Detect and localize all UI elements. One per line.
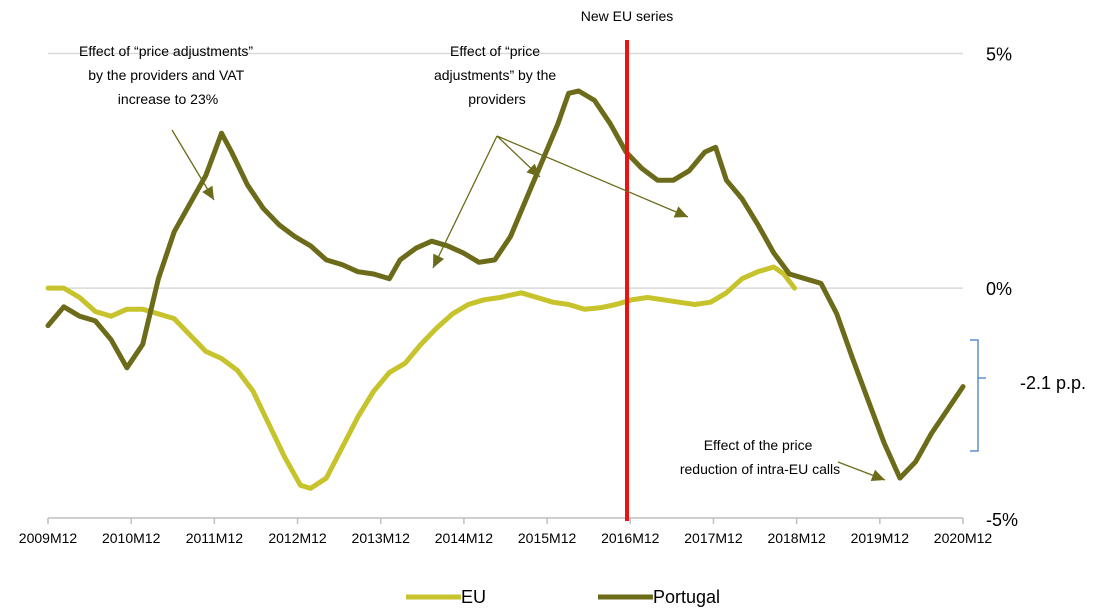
legend-label-portugal: Portugal (653, 587, 720, 607)
series-lines (45, 88, 966, 491)
x-tick-label: 2012M12 (268, 530, 327, 546)
arrowhead (433, 253, 445, 268)
arrow-shaft (171, 129, 215, 201)
legend: EU Portugal (406, 587, 720, 607)
y-tick-label: 0% (986, 279, 1012, 299)
arrow-shaft (432, 135, 498, 269)
x-tick-label: 2014M12 (435, 530, 494, 546)
series-line-eu (45, 264, 797, 491)
x-axis: 2009M12 2010M12 2011M12 2012M12 2013M12 2014M… (19, 517, 993, 546)
annotation-line: increase to 23% (118, 91, 218, 107)
y-tick-label: -5% (986, 510, 1018, 530)
annotation-line: Effect of “price adjustments” (79, 43, 253, 59)
annotation-line: Effect of the price (704, 437, 813, 453)
annotation-line: providers (468, 91, 526, 107)
annotation-intra-eu-calls: Effect of the price reduction of intra-E… (680, 437, 840, 477)
annotation-line: Effect of “price (450, 43, 540, 59)
arrowhead (526, 163, 540, 177)
y-tick-label: 5% (986, 44, 1012, 64)
x-tick-label: 2009M12 (19, 530, 78, 546)
series-line-portugal (45, 88, 966, 481)
x-tick-label: 2018M12 (767, 530, 826, 546)
arrowhead (870, 469, 885, 481)
annotation-line: reduction of intra-EU calls (680, 461, 840, 477)
y-axis-tick-labels: 5% 0% -5% (986, 44, 1018, 530)
x-tick-label: 2020M12 (934, 530, 993, 546)
legend-label-eu: EU (461, 587, 486, 607)
bracket-line (970, 339, 986, 452)
x-tick-label: 2010M12 (102, 530, 161, 546)
arrow-shaft (496, 135, 689, 218)
annotation-line: by the providers and VAT (88, 67, 244, 83)
x-tick-label: 2016M12 (601, 530, 660, 546)
annotation-arrows (171, 129, 886, 481)
new-eu-series-label: New EU series (581, 8, 674, 24)
difference-label: -2.1 p.p. (1020, 373, 1086, 393)
x-tick-label: 2015M12 (518, 530, 577, 546)
x-tick-label: 2013M12 (352, 530, 411, 546)
gridlines (48, 52, 963, 289)
arrowhead (202, 185, 214, 200)
annotation-price-adjustments-vat: Effect of “price adjustments” by the pro… (79, 43, 257, 107)
arrowhead (673, 206, 688, 218)
annotation-price-adjustments: Effect of “price adjustments” by the pro… (434, 43, 560, 107)
difference-bracket (970, 339, 986, 452)
x-tick-label: 2011M12 (186, 530, 244, 546)
annotation-line: adjustments” by the (434, 67, 556, 83)
x-tick-label: 2019M12 (851, 530, 910, 546)
annotations: Effect of “price adjustments” by the pro… (79, 43, 886, 481)
x-tick-label: 2017M12 (684, 530, 743, 546)
